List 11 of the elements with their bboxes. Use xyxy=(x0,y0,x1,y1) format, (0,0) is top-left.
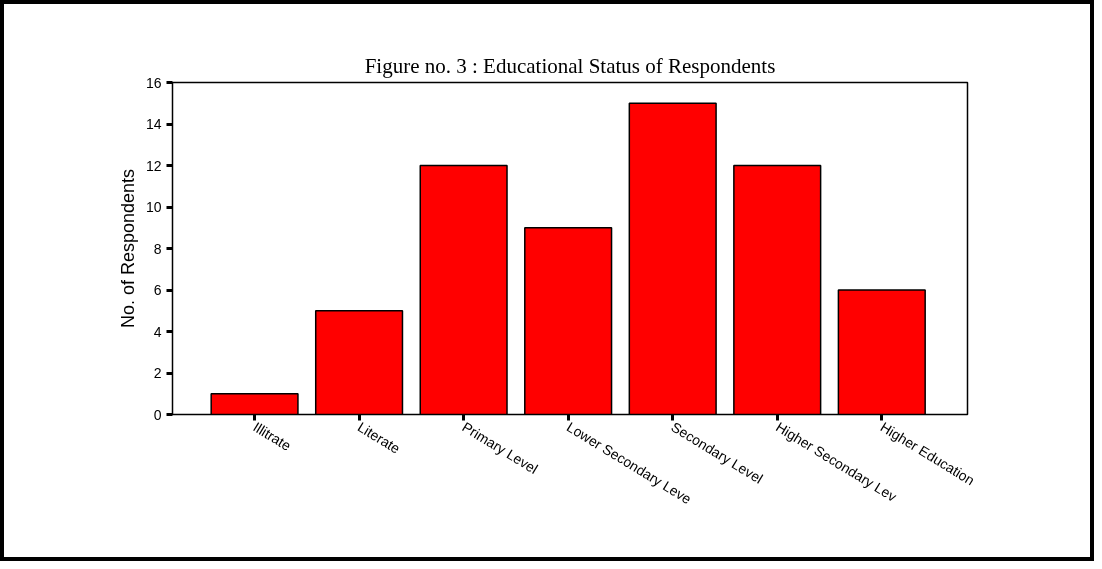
chart-title: Figure no. 3 : Educational Status of Respondents xyxy=(364,53,776,78)
y-tick-label: 12 xyxy=(145,157,162,174)
y-tick-label: 6 xyxy=(153,282,162,298)
y-tick-label: 4 xyxy=(153,323,162,340)
y-tick-label: 16 xyxy=(145,74,162,91)
y-tick-label: 10 xyxy=(145,199,162,215)
y-tick-label: 0 xyxy=(153,406,162,423)
y-tick-label: 2 xyxy=(153,365,162,381)
y-tick-label: 14 xyxy=(145,116,162,132)
y-axis-title: No. of Respondents xyxy=(117,168,138,329)
y-tick-label: 8 xyxy=(153,240,162,257)
